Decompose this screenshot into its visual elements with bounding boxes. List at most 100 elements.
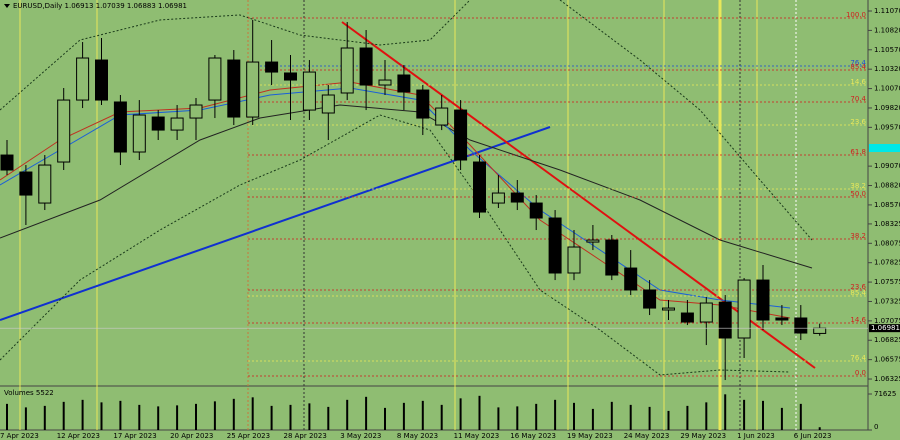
candle-body bbox=[0, 154, 14, 171]
candle-body bbox=[643, 289, 657, 309]
y-tick-label: 1.07075 bbox=[874, 317, 900, 325]
fib-label: 38.2 bbox=[850, 182, 866, 190]
x-tick-label: 25 Apr 2023 bbox=[227, 432, 270, 440]
candle-body bbox=[95, 59, 108, 101]
fib-label: 50.0 bbox=[850, 190, 866, 198]
candle-body bbox=[435, 107, 449, 126]
line-price-marker bbox=[869, 144, 900, 152]
fib-label: 61.8 bbox=[850, 148, 866, 156]
candle-body bbox=[775, 317, 789, 321]
candle-body bbox=[246, 61, 260, 118]
fib-label: 85.4 bbox=[850, 289, 866, 297]
candle-body bbox=[170, 117, 184, 131]
candle-body bbox=[397, 74, 411, 93]
candle-body bbox=[132, 114, 146, 153]
candle-body bbox=[321, 94, 335, 114]
fib-label: 85.4 bbox=[850, 63, 866, 71]
candle-body bbox=[340, 47, 354, 94]
x-tick-label: 6 Jun 2023 bbox=[794, 432, 832, 440]
y-tick-label: 1.09820 bbox=[874, 104, 900, 112]
fib-label: 14.6 bbox=[850, 316, 866, 324]
candle-body bbox=[680, 312, 694, 323]
y-tick-label: 1.06825 bbox=[874, 336, 900, 344]
candle-body bbox=[454, 109, 468, 161]
candle-body bbox=[794, 317, 808, 334]
candle-body bbox=[548, 217, 562, 274]
candle-body bbox=[737, 279, 751, 339]
candle-body bbox=[473, 161, 486, 213]
candle-body bbox=[265, 61, 279, 73]
fib-label: 76.4 bbox=[850, 354, 866, 362]
y-tick-label: 1.08570 bbox=[874, 201, 900, 209]
x-tick-label: 29 May 2023 bbox=[680, 432, 726, 440]
y-tick-label: 1.07325 bbox=[874, 297, 900, 305]
fib-label: 0.0 bbox=[855, 369, 866, 377]
candle-body bbox=[662, 307, 675, 311]
x-tick-label: 12 Apr 2023 bbox=[57, 432, 100, 440]
candle-body bbox=[756, 279, 770, 321]
y-tick-label: 0 bbox=[874, 423, 878, 431]
volume-title: Volumes 5522 bbox=[4, 389, 54, 397]
x-tick-label: 8 May 2023 bbox=[397, 432, 438, 440]
y-tick-label: 1.08325 bbox=[874, 220, 900, 228]
y-tick-label: 1.09070 bbox=[874, 162, 900, 170]
candle-body bbox=[586, 239, 600, 243]
candle-body bbox=[38, 164, 52, 204]
candle-body bbox=[529, 202, 543, 219]
candle-body bbox=[718, 301, 732, 339]
candle-body bbox=[76, 57, 90, 101]
candle-body bbox=[699, 302, 713, 323]
y-tick-label: 1.10820 bbox=[874, 26, 900, 34]
x-tick-label: 19 May 2023 bbox=[567, 432, 613, 440]
candle-body bbox=[624, 267, 638, 291]
candle-body bbox=[378, 79, 392, 86]
chart-title: EURUSD,Daily 1.06913 1.07039 1.06883 1.0… bbox=[13, 2, 187, 10]
candle-body bbox=[605, 239, 619, 276]
y-tick-label: 1.10320 bbox=[874, 65, 900, 73]
y-tick-label: 1.08820 bbox=[874, 182, 900, 190]
candle-body bbox=[302, 71, 316, 111]
candle-body bbox=[359, 47, 373, 86]
x-tick-label: 24 May 2023 bbox=[624, 432, 670, 440]
candle-body bbox=[284, 72, 297, 81]
candle-body bbox=[510, 192, 524, 203]
candle-body bbox=[416, 89, 430, 119]
x-tick-label: 20 Apr 2023 bbox=[170, 432, 213, 440]
candle-body bbox=[567, 246, 581, 274]
candle-body bbox=[208, 57, 222, 101]
candle-body bbox=[57, 99, 71, 163]
bollinger-band bbox=[0, 114, 791, 376]
title-icon bbox=[4, 4, 10, 8]
y-tick-label: 1.06575 bbox=[874, 356, 900, 364]
y-tick-label: 71625 bbox=[874, 390, 896, 398]
y-tick-label: 1.07575 bbox=[874, 278, 900, 286]
x-tick-label: 11 May 2023 bbox=[454, 432, 500, 440]
x-tick-label: 7 Apr 2023 bbox=[0, 432, 39, 440]
y-tick-label: 1.06325 bbox=[874, 375, 900, 383]
candle-body bbox=[113, 101, 127, 153]
y-tick-label: 1.09570 bbox=[874, 123, 900, 131]
y-tick-label: 1.08075 bbox=[874, 239, 900, 247]
bollinger-band bbox=[559, 0, 813, 241]
bollinger-band bbox=[0, 0, 471, 111]
y-tick-label: 1.07825 bbox=[874, 259, 900, 267]
candle-body bbox=[813, 327, 827, 334]
fib-label: 14.6 bbox=[850, 78, 866, 86]
y-tick-label: 1.11070 bbox=[874, 7, 900, 15]
trend-line bbox=[341, 21, 816, 369]
current-price: 1.06981 bbox=[871, 324, 900, 332]
y-tick-label: 1.10070 bbox=[874, 85, 900, 93]
fib-label: 76.4 bbox=[850, 59, 866, 67]
x-tick-label: 1 Jun 2023 bbox=[737, 432, 775, 440]
fib-label: 23.6 bbox=[850, 283, 866, 291]
y-tick-label: 1.10570 bbox=[874, 46, 900, 54]
candle-body bbox=[189, 104, 203, 119]
candle-body bbox=[19, 171, 33, 196]
candle-body bbox=[491, 192, 505, 204]
x-tick-label: 17 Apr 2023 bbox=[113, 432, 156, 440]
price-marker bbox=[869, 324, 900, 333]
fib-label: 38.2 bbox=[850, 232, 866, 240]
fib-label: 70.4 bbox=[850, 95, 866, 103]
